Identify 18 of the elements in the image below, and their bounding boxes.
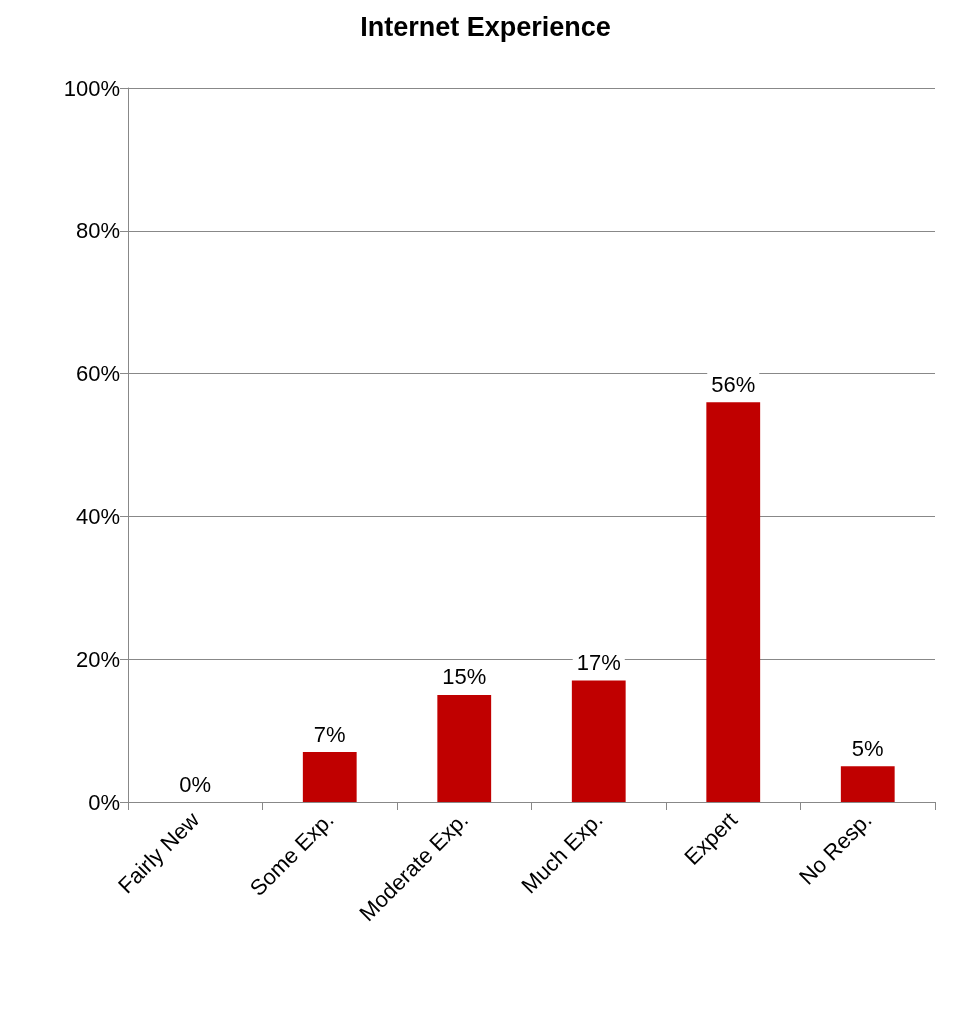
bar <box>571 680 626 802</box>
y-tick-label: 60% <box>75 361 120 387</box>
data-label: 5% <box>851 735 884 761</box>
data-label: 56% <box>711 371 756 397</box>
bar <box>437 694 492 802</box>
y-tick-label: 20% <box>75 646 120 672</box>
data-label: 7% <box>313 721 346 747</box>
data-label: 15% <box>442 664 487 690</box>
y-tick-label: 100% <box>63 75 120 101</box>
data-label: 17% <box>576 650 621 676</box>
y-tick-label: 40% <box>75 503 120 529</box>
bar <box>840 766 895 802</box>
data-label: 0% <box>179 771 212 797</box>
y-tick-label: 0% <box>88 789 120 815</box>
chart-title: Internet Experience <box>360 11 611 42</box>
bar <box>706 402 761 802</box>
y-tick-label: 80% <box>75 218 120 244</box>
bar <box>302 752 357 802</box>
